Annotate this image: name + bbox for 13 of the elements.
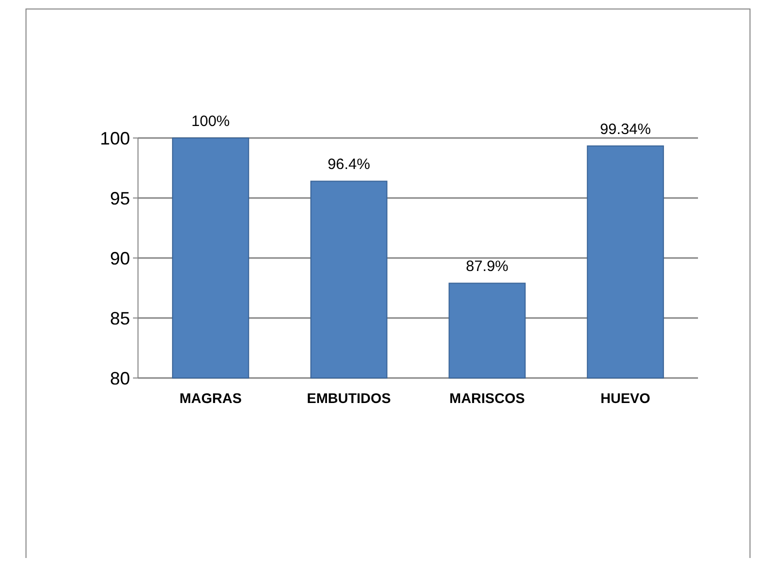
y-tick-label: 95 xyxy=(110,188,130,208)
x-tick-label: MAGRAS xyxy=(179,390,242,406)
y-tick-label: 90 xyxy=(110,248,130,268)
data-label: 87.9% xyxy=(466,258,508,276)
data-label: 100% xyxy=(191,113,230,130)
y-tick-label: 100 xyxy=(100,128,130,148)
x-tick-label: EMBUTIDOS xyxy=(306,390,391,406)
x-tick-label: HUEVO xyxy=(600,390,650,406)
y-tick-label: 80 xyxy=(110,368,130,388)
data-label: 96.4% xyxy=(328,156,370,174)
y-tick-label: 85 xyxy=(110,308,130,328)
data-label: 99.34% xyxy=(600,120,651,138)
x-tick-label: MARISCOS xyxy=(449,390,525,406)
